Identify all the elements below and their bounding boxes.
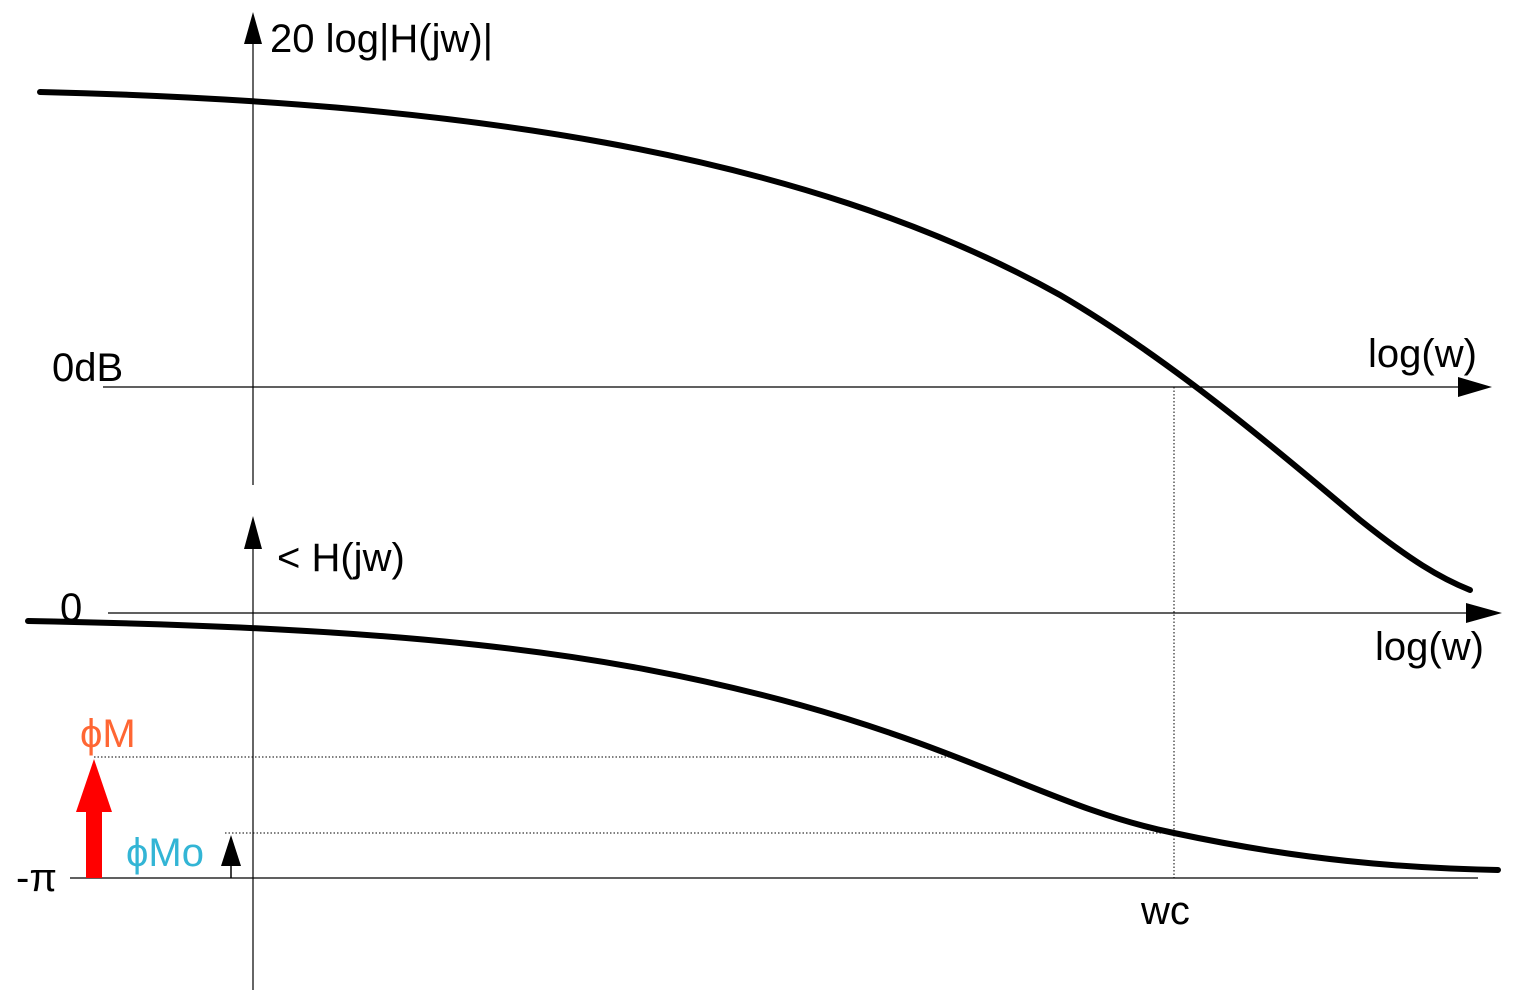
minus-pi-label: -π	[16, 856, 57, 900]
phase-x-axis-arrow	[1466, 603, 1502, 623]
phase-curve	[25, 618, 1501, 873]
zero-db-label: 0dB	[52, 346, 123, 390]
magnitude-y-axis-label: 20 log|H(jw)|	[270, 17, 493, 61]
phase-x-axis-label: log(w)	[1375, 625, 1484, 669]
phase-margin-label: ϕM	[80, 712, 136, 756]
phase-y-axis-arrow	[244, 516, 262, 549]
phase-margin-arrow-shaft	[86, 810, 102, 878]
magnitude-x-axis-label: log(w)	[1368, 332, 1477, 376]
magnitude-x-axis-arrow	[1458, 377, 1492, 397]
phase-margin-o-arrow-head	[221, 835, 241, 866]
phase-margin-o-label: ϕMo	[126, 831, 204, 875]
phase-margin-arrow-head	[76, 759, 112, 812]
magnitude-curve	[37, 89, 1473, 593]
crossover-frequency-label: wc	[1140, 889, 1190, 933]
magnitude-y-axis-arrow	[244, 12, 262, 44]
phase-y-axis-label: < H(jw)	[277, 536, 405, 580]
